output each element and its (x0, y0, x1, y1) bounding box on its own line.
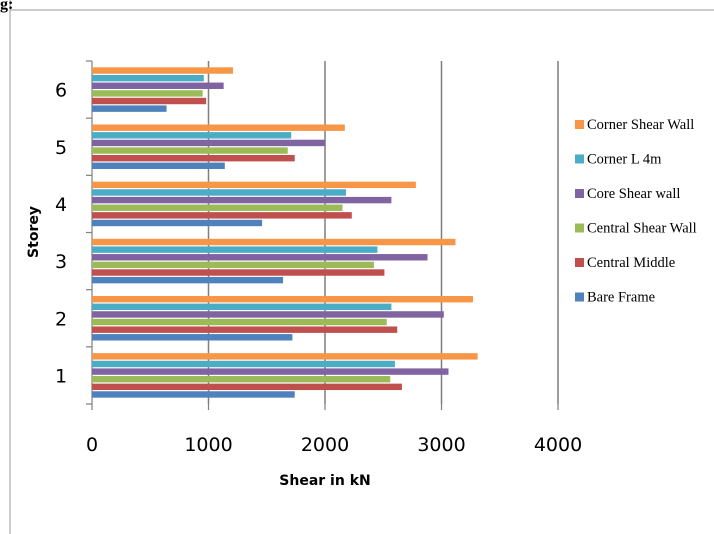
legend: Corner Shear Wall Corner L 4m Core Shear w… (575, 117, 697, 306)
bar-bare-frame-storey-1 (92, 391, 295, 398)
bar-bare-frame-storey-4 (92, 219, 263, 227)
bar-corner-l-4m-storey-4 (92, 189, 346, 196)
bar-central-shear-wall-storey-3 (92, 261, 374, 269)
bar-corner-l-4m-storey-1 (92, 360, 395, 368)
bar-bare-frame-storey-5 (92, 162, 225, 170)
bar-central-shear-wall-storey-5 (92, 147, 288, 154)
legend-label: Central Middle (587, 255, 675, 271)
legend-swatch (575, 258, 584, 267)
legend-label: Bare Frame (587, 290, 655, 306)
legend-swatch (575, 223, 584, 233)
bar-core-shear-wall-storey-1 (92, 368, 449, 375)
bar-corner-l-4m-storey-6 (92, 74, 204, 82)
bar-central-middle-storey-4 (92, 212, 352, 219)
bar-bare-frame-storey-2 (92, 334, 293, 341)
bar-core-shear-wall-storey-3 (92, 254, 428, 261)
bar-corner-shear-wall-storey-2 (92, 295, 473, 303)
bar-marks (92, 67, 478, 398)
x-tick-label: 3000 (417, 434, 465, 456)
bar-bare-frame-storey-3 (92, 276, 284, 284)
legend-swatch (575, 292, 584, 302)
y-tick-label: 5 (55, 137, 67, 159)
bar-corner-shear-wall-storey-4 (92, 181, 416, 189)
bar-central-middle-storey-6 (92, 97, 207, 105)
y-axis-title: Storey (26, 206, 42, 258)
bar-corner-l-4m-storey-3 (92, 246, 378, 253)
x-axis-title: Shear in kN (279, 473, 370, 489)
bar-central-shear-wall-storey-1 (92, 376, 391, 383)
bar-central-middle-storey-1 (92, 383, 402, 391)
y-tick-label: 4 (55, 194, 67, 216)
bar-central-middle-storey-5 (92, 154, 295, 162)
legend-swatch (575, 120, 584, 129)
bar-central-shear-wall-storey-6 (92, 90, 203, 97)
x-tick-label: 1000 (184, 434, 232, 456)
y-tick-label: 3 (55, 251, 67, 273)
legend-label: Corner Shear Wall (587, 117, 694, 133)
legend-swatch (575, 154, 584, 164)
plot-area (86, 60, 559, 410)
bar-corner-shear-wall-storey-3 (92, 238, 456, 246)
y-tick-label: 1 (55, 365, 67, 387)
bar-corner-l-4m-storey-5 (92, 132, 292, 139)
axis-labels: 0 1000 2000 3000 4000 1 2 3 4 5 6 Shear in kN Storey (26, 80, 582, 489)
legend-label: Central Shear Wall (587, 221, 697, 237)
bar-corner-shear-wall-storey-1 (92, 353, 478, 360)
bar-corner-shear-wall-storey-6 (92, 67, 233, 74)
bar-core-shear-wall-storey-6 (92, 82, 224, 89)
y-tick-label: 6 (55, 80, 67, 102)
x-tick-label: 0 (86, 434, 98, 456)
bar-corner-l-4m-storey-2 (92, 303, 392, 311)
cut-heading-fragment: g: (0, 0, 13, 13)
bar-central-middle-storey-3 (92, 269, 385, 276)
bar-core-shear-wall-storey-2 (92, 311, 444, 318)
x-tick-label: 4000 (534, 434, 582, 456)
bar-central-shear-wall-storey-4 (92, 204, 343, 211)
bar-bare-frame-storey-6 (92, 105, 167, 112)
y-tick-label: 2 (55, 308, 67, 330)
legend-swatch (575, 189, 584, 198)
legend-label: Corner L 4m (587, 152, 662, 168)
legend-label: Core Shear wall (587, 186, 680, 202)
bar-central-shear-wall-storey-2 (92, 318, 387, 326)
bar-core-shear-wall-storey-4 (92, 196, 392, 204)
bar-core-shear-wall-storey-5 (92, 139, 325, 147)
bar-corner-shear-wall-storey-5 (92, 124, 345, 131)
bar-central-middle-storey-2 (92, 326, 398, 333)
x-tick-label: 2000 (301, 434, 349, 456)
